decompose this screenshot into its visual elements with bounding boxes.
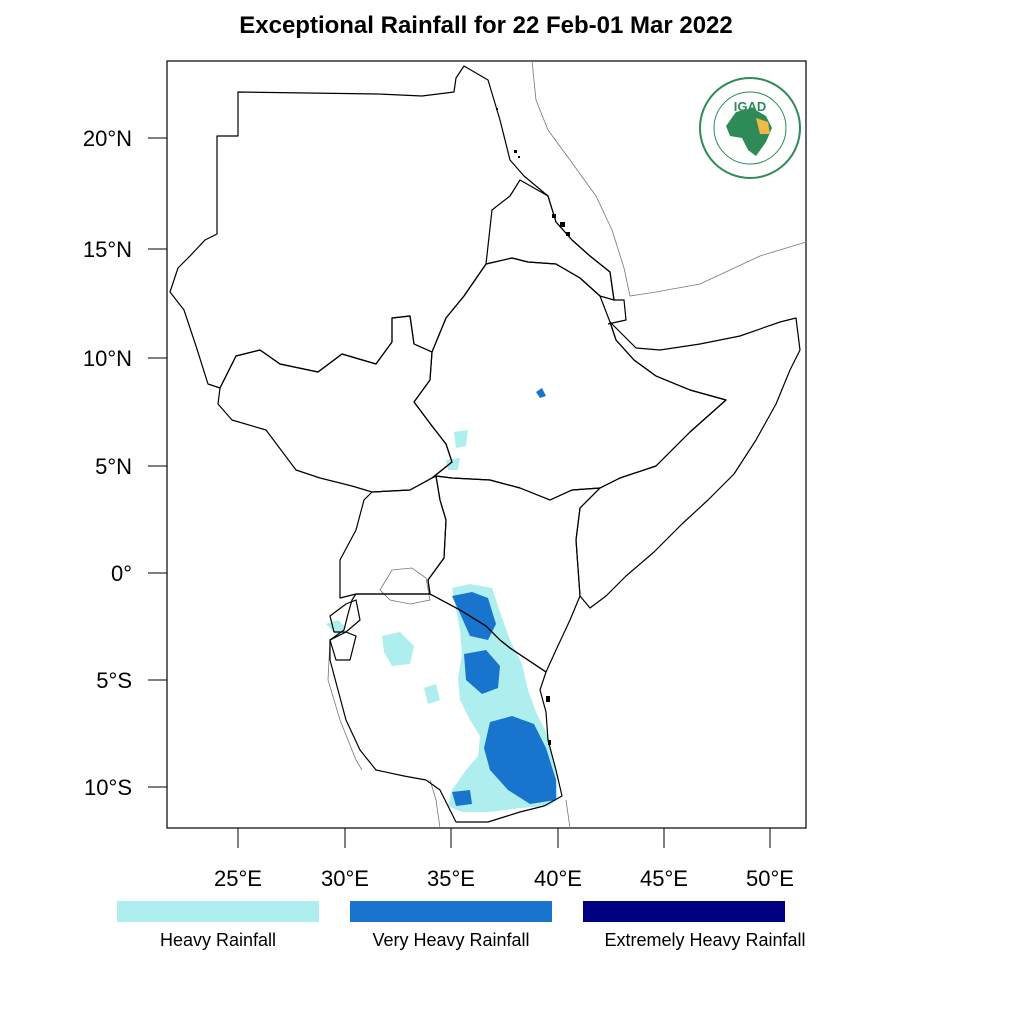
axis-ticks (148, 137, 771, 848)
lat-label: 10°S (84, 775, 132, 800)
lon-labels: 25°E 30°E 35°E 40°E 45°E 50°E (214, 866, 794, 891)
legend-swatch-extreme (583, 901, 785, 922)
legend-label-heavy: Heavy Rainfall (159, 930, 277, 950)
lat-labels: 20°N 15°N 10°N 5°N 0° 5°S 10°S (83, 126, 132, 800)
lat-label: 5°N (95, 454, 132, 479)
lon-label: 40°E (534, 866, 582, 891)
logo-text: IGAD (734, 99, 767, 114)
lon-label: 25°E (214, 866, 262, 891)
lat-label: 15°N (83, 237, 132, 262)
lat-label: 10°N (83, 346, 132, 371)
lon-label: 30°E (321, 866, 369, 891)
islands (496, 108, 570, 745)
lon-label: 50°E (746, 866, 794, 891)
lon-label: 35°E (427, 866, 475, 891)
lat-label: 0° (111, 561, 132, 586)
legend-swatch-heavy (117, 901, 319, 922)
igad-logo: IGAD (699, 77, 801, 179)
legend-swatch-very-heavy (350, 901, 552, 922)
legend-label-extreme: Extremely Heavy Rainfall (604, 930, 806, 950)
rainfall-very-heavy-areas (452, 388, 556, 806)
lat-label: 5°S (96, 668, 132, 693)
map-title: Exceptional Rainfall for 22 Feb-01 Mar 2… (239, 12, 733, 39)
country-borders (169, 65, 801, 823)
legend-label-very-heavy: Very Heavy Rainfall (372, 930, 530, 950)
water-features (327, 60, 807, 829)
lat-label: 20°N (83, 126, 132, 151)
lon-label: 45°E (640, 866, 688, 891)
